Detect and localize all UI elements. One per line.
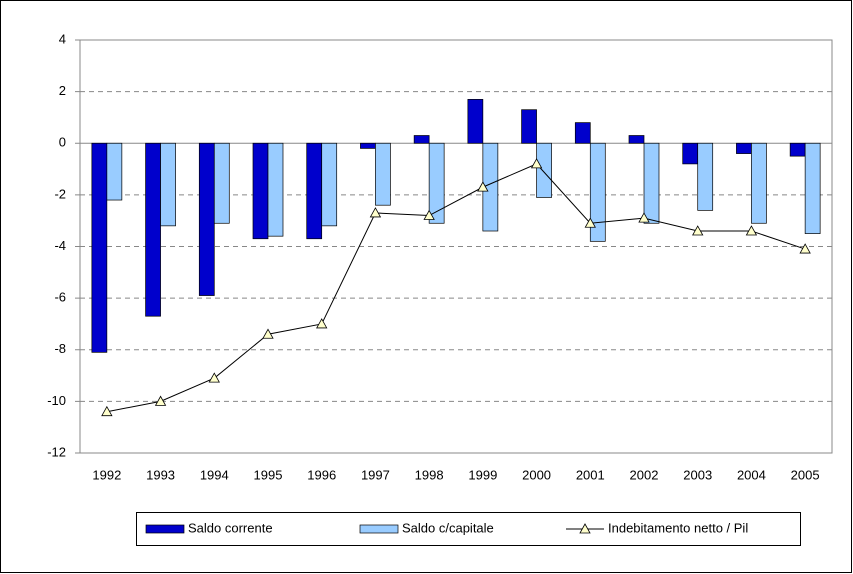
x-tick-label: 2001 — [576, 467, 605, 482]
bar — [360, 142, 376, 149]
line-marker — [530, 158, 543, 169]
bar — [91, 142, 108, 353]
y-tick-label: -10 — [47, 393, 66, 408]
bar — [751, 142, 767, 224]
bar — [628, 135, 645, 144]
bar — [106, 142, 123, 201]
x-tick-label: 2005 — [791, 467, 820, 482]
bar — [252, 142, 269, 240]
x-tick-label: 1997 — [361, 467, 390, 482]
bar — [306, 142, 323, 240]
bar — [643, 142, 660, 224]
bar — [574, 122, 591, 144]
line-marker — [369, 207, 382, 218]
legend-box — [136, 512, 801, 546]
bar — [467, 99, 484, 144]
line-marker — [745, 225, 758, 236]
line-marker — [477, 181, 489, 192]
x-tick-label: 1994 — [200, 467, 229, 482]
bar — [145, 142, 161, 317]
y-tick-label: -12 — [47, 444, 66, 459]
line-marker — [799, 243, 811, 254]
bar — [198, 142, 215, 296]
bar — [736, 142, 752, 154]
x-tick-label: 2002 — [630, 467, 659, 482]
bar — [413, 135, 430, 144]
x-tick-label: 1996 — [307, 467, 336, 482]
bar — [589, 142, 606, 242]
bar — [804, 142, 821, 234]
legend-swatch — [359, 524, 399, 534]
x-tick-label: 1995 — [254, 467, 283, 482]
x-tick-label: 1999 — [468, 467, 497, 482]
line-marker — [101, 405, 113, 417]
line — [106, 163, 806, 413]
bar — [428, 142, 445, 224]
line-marker — [262, 328, 274, 339]
y-tick-label: -8 — [54, 341, 66, 356]
line-marker — [208, 372, 220, 383]
legend-label: Saldo corrente — [188, 520, 273, 535]
y-tick-label: -2 — [54, 186, 66, 201]
line-marker — [423, 209, 435, 220]
legend-label: Saldo c/capitale — [402, 520, 494, 535]
bar — [521, 109, 537, 144]
legend-label: Indebitamento netto / Pil — [608, 520, 748, 535]
line-marker — [154, 395, 167, 406]
bar — [789, 142, 806, 157]
line-marker — [692, 225, 704, 236]
bar — [267, 142, 284, 237]
x-tick-label: 2004 — [737, 467, 766, 482]
bar — [375, 142, 391, 206]
y-tick-label: -6 — [54, 290, 66, 305]
bar — [536, 142, 552, 198]
line-marker — [638, 212, 650, 223]
x-tick-label: 1998 — [415, 467, 444, 482]
bar — [321, 142, 338, 227]
x-tick-label: 2003 — [683, 467, 712, 482]
y-tick-label: -4 — [54, 238, 66, 253]
x-tick-label: 1992 — [92, 467, 121, 482]
legend-swatch — [145, 524, 185, 534]
y-tick-label: 2 — [59, 83, 66, 98]
bar — [682, 142, 699, 165]
bar — [697, 142, 714, 211]
y-tick-label: 4 — [59, 31, 66, 46]
y-tick-label: 0 — [59, 135, 66, 150]
x-tick-label: 1993 — [146, 467, 175, 482]
line-marker — [584, 217, 596, 228]
legend-marker — [579, 523, 591, 534]
bar — [213, 142, 230, 224]
line-marker — [316, 318, 328, 329]
x-tick-label: 2000 — [522, 467, 551, 482]
bar — [160, 142, 176, 227]
